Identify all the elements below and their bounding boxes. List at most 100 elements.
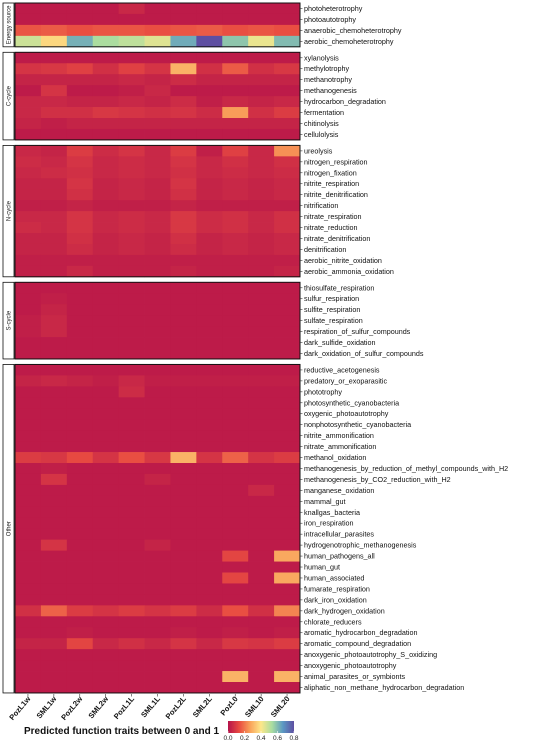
heatmap-cell [40, 594, 68, 606]
heatmap-cell [274, 145, 301, 157]
row-label: predatory_or_exoparasitic [304, 376, 388, 385]
heatmap-cell [15, 222, 42, 234]
heatmap-cell [274, 506, 301, 519]
heatmap-cell [118, 375, 145, 387]
heatmap-cell [170, 243, 197, 256]
heatmap-cell [40, 254, 68, 267]
heatmap-cell [248, 178, 275, 190]
row-label: oxygenic_photoautotrophy [304, 409, 389, 418]
heatmap-cell [92, 13, 120, 26]
heatmap-cell [92, 528, 120, 541]
heatmap-cell [274, 24, 301, 37]
row-label: dark_iron_oxidation [304, 595, 367, 604]
heatmap-cell [196, 3, 223, 15]
heatmap-cell [196, 52, 223, 64]
heatmap-cell [196, 128, 223, 141]
heatmap-cell [274, 74, 301, 86]
heatmap-cell [92, 386, 120, 398]
heatmap-cell [274, 539, 301, 551]
heatmap-cell [40, 63, 68, 75]
heatmap-cell [170, 13, 197, 26]
heatmap-cell [92, 107, 120, 119]
heatmap-cell [15, 506, 42, 519]
heatmap-cell [118, 337, 145, 349]
heatmap-cell [222, 419, 249, 431]
heatmap-cell [92, 118, 120, 130]
heatmap-cell [118, 200, 145, 212]
heatmap-cell [40, 200, 68, 212]
heatmap-cell [92, 282, 120, 294]
row-label: animal_parasites_or_symbionts [304, 672, 405, 681]
heatmap-cell [222, 348, 249, 360]
heatmap-cell [248, 52, 275, 64]
heatmap-cell [248, 128, 275, 141]
heatmap-cell [144, 63, 171, 75]
heatmap-cell [248, 315, 275, 327]
row-label: aromatic_hydrocarbon_degradation [304, 628, 417, 637]
heatmap-cell [66, 408, 94, 420]
heatmap-cell [92, 605, 120, 617]
row-label: aliphatic_non_methane_hydrocarbon_degrad… [304, 683, 464, 692]
heatmap-cell [248, 118, 275, 130]
heatmap-cell [144, 35, 171, 48]
heatmap-cell [248, 441, 275, 453]
heatmap-cell [248, 660, 275, 672]
heatmap-cell [66, 315, 94, 327]
heatmap-cell [274, 282, 301, 294]
heatmap-cell [92, 539, 120, 551]
heatmap-cell [248, 145, 275, 157]
heatmap-cell [248, 167, 275, 179]
heatmap-cell [118, 495, 145, 508]
heatmap-cell [196, 539, 223, 551]
heatmap-cell [170, 145, 197, 157]
heatmap-cell [170, 572, 197, 584]
heatmap-cell [144, 326, 171, 338]
heatmap-cell [92, 243, 120, 256]
heatmap-cell [274, 463, 301, 475]
heatmap-cell [274, 441, 301, 453]
heatmap-cell [248, 13, 275, 26]
heatmap-cell [222, 682, 249, 694]
heatmap-cell [222, 408, 249, 420]
heatmap-cell [170, 233, 197, 245]
heatmap-cell [92, 337, 120, 349]
heatmap-cell [66, 550, 94, 562]
heatmap-cell [222, 254, 249, 267]
heatmap-cell [118, 3, 145, 15]
heatmap-cell [66, 583, 94, 595]
heatmap-cell [274, 211, 301, 223]
heatmap-cell [196, 304, 223, 316]
heatmap-cell [144, 528, 171, 541]
heatmap-cell [40, 304, 68, 316]
heatmap-cell [274, 200, 301, 212]
heatmap-cell [118, 74, 145, 86]
heatmap-cell [118, 189, 145, 201]
heatmap-cell [118, 550, 145, 562]
heatmap-cell [92, 293, 120, 305]
heatmap-cell [92, 85, 120, 97]
heatmap-cell [40, 649, 68, 661]
heatmap-cell [66, 282, 94, 294]
heatmap-cell [248, 74, 275, 86]
heatmap-cell [15, 293, 42, 305]
heatmap-cell [66, 85, 94, 97]
heatmap-cell [144, 572, 171, 584]
heatmap-cell [248, 35, 275, 48]
heatmap-cell [222, 167, 249, 179]
heatmap-cell [118, 463, 145, 475]
heatmap-cell [66, 107, 94, 119]
color-legend: Predicted function traits between 0 and … [24, 721, 299, 742]
row-label: methanol_oxidation [304, 453, 366, 462]
heatmap-cell [222, 3, 249, 15]
heatmap-cell [222, 605, 249, 617]
heatmap-cell [144, 408, 171, 420]
heatmap-cell [222, 671, 249, 683]
heatmap-cell [40, 682, 68, 694]
group-label: C-cycle [7, 85, 13, 106]
heatmap-cell [66, 649, 94, 661]
heatmap-cell [170, 178, 197, 190]
row-label: fermentation [304, 108, 344, 117]
heatmap-cell [40, 463, 68, 475]
heatmap-cell [15, 473, 42, 486]
heatmap-cell [222, 386, 249, 398]
